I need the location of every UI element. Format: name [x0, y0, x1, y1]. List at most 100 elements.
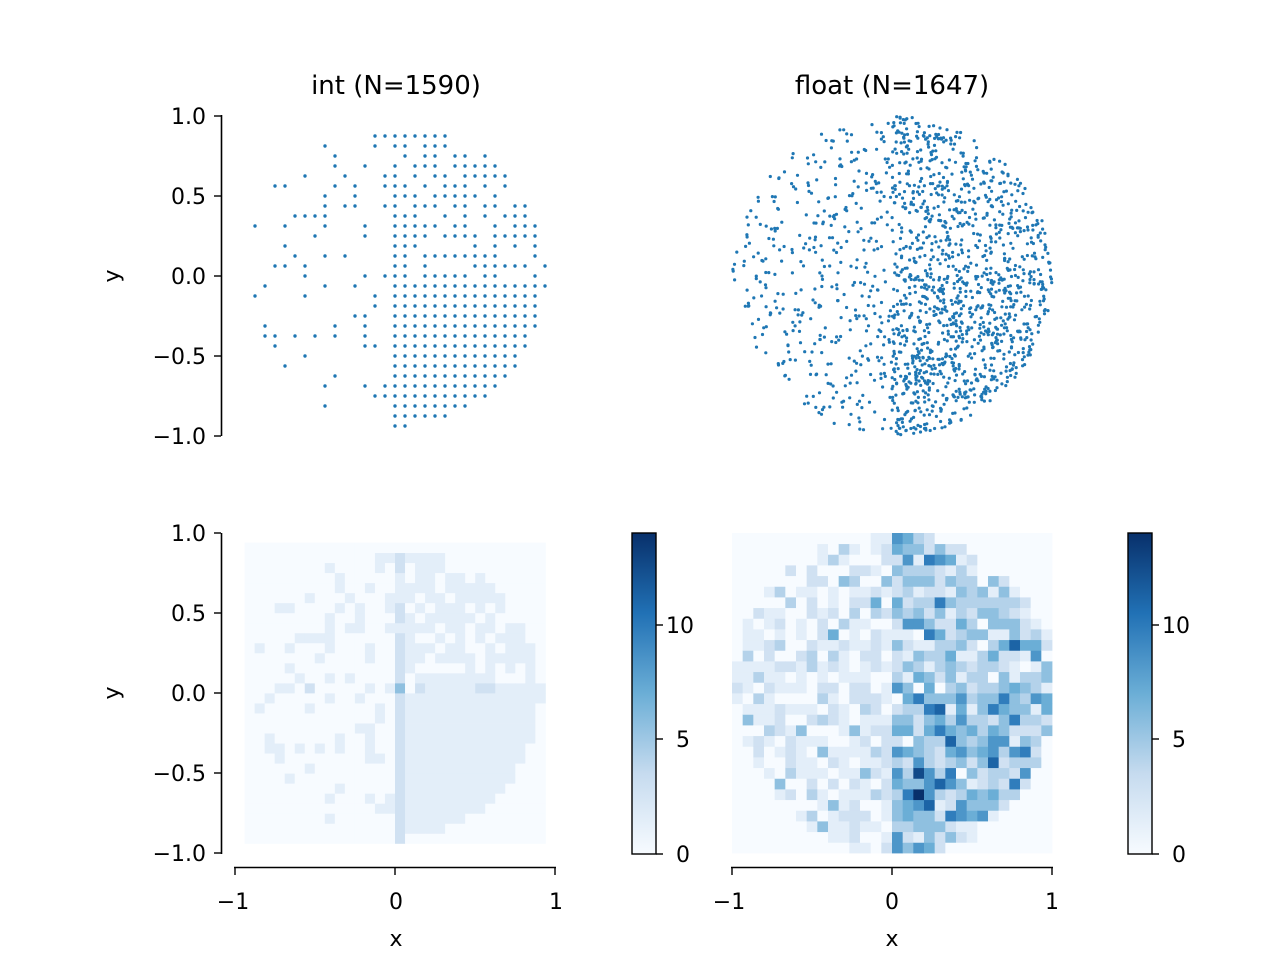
- int-heatmap-cell: [445, 753, 456, 764]
- float-scatter-point: [965, 332, 969, 336]
- float-heatmap-cell: [956, 725, 968, 737]
- int-heatmap-cell: [354, 693, 366, 704]
- int-heatmap-cell: [405, 572, 416, 584]
- float-scatter-point: [938, 180, 942, 184]
- float-heatmap-cell: [945, 597, 957, 609]
- int-heatmap-cell: [264, 813, 276, 824]
- int-heatmap-cell: [384, 693, 396, 704]
- float-scatter-point: [847, 194, 852, 198]
- float-scatter-point: [973, 372, 977, 376]
- float-heatmap-cell: [764, 575, 776, 587]
- float-scatter-point: [1014, 199, 1018, 203]
- float-scatter-point: [927, 398, 931, 402]
- int-ytick-1: 1.0: [171, 105, 206, 130]
- float-heatmap-cell: [881, 831, 893, 843]
- int-scatter-point: [533, 224, 537, 228]
- int-heatmap-cell: [294, 803, 306, 814]
- float-heatmap-cell: [977, 618, 989, 630]
- float-scatter-point: [893, 370, 897, 374]
- float-heatmap-cell: [742, 735, 754, 747]
- float-heatmap-cell: [785, 565, 797, 577]
- int-heatmap-cell: [475, 733, 486, 744]
- float-scatter-point: [905, 132, 910, 136]
- float-heatmap-cell: [988, 682, 1000, 694]
- int-heatmap-cell: [415, 672, 426, 684]
- int-scatter-point: [483, 394, 487, 398]
- float-scatter-point: [945, 184, 949, 188]
- float-scatter-point: [902, 152, 906, 156]
- float-scatter-point: [925, 341, 929, 345]
- float-scatter-point: [1044, 288, 1048, 292]
- float-heatmap-cell: [1030, 703, 1042, 715]
- float-scatter-point: [919, 157, 924, 161]
- int-scatter-point: [433, 334, 437, 338]
- float-heatmap-cell: [860, 842, 872, 854]
- int-heatmap-cell: [535, 703, 546, 714]
- int-heatmap-cell: [495, 793, 506, 804]
- float-heatmap-cell: [796, 842, 808, 854]
- float-scatter-point: [862, 314, 866, 318]
- float-heatmap-cell: [828, 693, 840, 705]
- float-heatmap-cell: [1020, 767, 1032, 779]
- float-scatter-point: [982, 332, 986, 336]
- int-heatmap-cell: [374, 622, 386, 634]
- int-heatmap-cell: [445, 552, 456, 564]
- float-heatmap-cell: [1041, 799, 1053, 811]
- int-scatter-point: [463, 214, 467, 218]
- float-scatter-point: [965, 379, 970, 383]
- float-scatter-point: [895, 151, 899, 155]
- int-heatmap-cell: [425, 813, 436, 824]
- float-heatmap-cell: [892, 639, 904, 651]
- int-heatmap-cell: [304, 833, 316, 844]
- float-scatter-point: [1002, 252, 1007, 256]
- int-heatmap-cell: [455, 693, 466, 704]
- int-heatmap-cell: [445, 763, 456, 774]
- float-scatter-point: [847, 356, 851, 360]
- int-heatmap-cell: [374, 743, 386, 754]
- float-heatmap-cell: [1020, 618, 1032, 630]
- float-scatter-point: [922, 329, 927, 333]
- float-scatter-point: [989, 292, 993, 296]
- float-scatter-point: [775, 306, 779, 310]
- int-heatmap-cell: [344, 612, 356, 624]
- float-heatmap-cell: [902, 597, 914, 609]
- float-scatter-point: [1006, 232, 1010, 236]
- int-scatter-point: [413, 324, 417, 328]
- int-heatmap-cell: [374, 793, 386, 804]
- float-heatmap-cell: [966, 799, 978, 811]
- int-heatmap-cell: [294, 793, 306, 804]
- float-scatter-point: [957, 314, 962, 318]
- float-scatter-point: [888, 309, 893, 313]
- float-scatter-point: [859, 206, 863, 210]
- int-scatter-point: [483, 374, 487, 378]
- float-heatmap-cell: [892, 650, 904, 662]
- float-scatter-point: [943, 258, 948, 262]
- int-heatmap-cell: [244, 542, 256, 554]
- int-heatmap-cell: [435, 562, 446, 574]
- int-heatmap-cell: [405, 632, 416, 644]
- int-heatmap-cell: [254, 703, 266, 714]
- int-heatmap-cell: [334, 682, 346, 694]
- float-scatter-point: [990, 205, 995, 209]
- float-scatter-point: [1003, 312, 1007, 316]
- float-scatter-point: [975, 291, 980, 295]
- float-scatter-point: [931, 381, 935, 386]
- int-heatmap-cell: [435, 733, 446, 744]
- float-heatmap-cell: [860, 789, 872, 801]
- float-scatter-point: [916, 238, 920, 242]
- int-heatmap-cell: [435, 612, 446, 624]
- float-heatmap-cell: [881, 618, 893, 630]
- int-scatter-point: [403, 134, 407, 138]
- float-heatmap-cell: [1020, 650, 1032, 662]
- float-scatter-point: [945, 128, 949, 132]
- float-scatter-point: [989, 167, 993, 171]
- float-scatter-point: [807, 248, 812, 252]
- int-scatter-point: [493, 314, 497, 318]
- int-scatter-point: [433, 274, 437, 278]
- float-scatter-point: [929, 275, 933, 279]
- int-heatmap-cell: [405, 642, 416, 654]
- float-scatter-point: [984, 267, 988, 271]
- int-scatter-point: [433, 154, 437, 158]
- float-scatter-point: [1006, 202, 1010, 206]
- float-scatter-point: [908, 303, 912, 307]
